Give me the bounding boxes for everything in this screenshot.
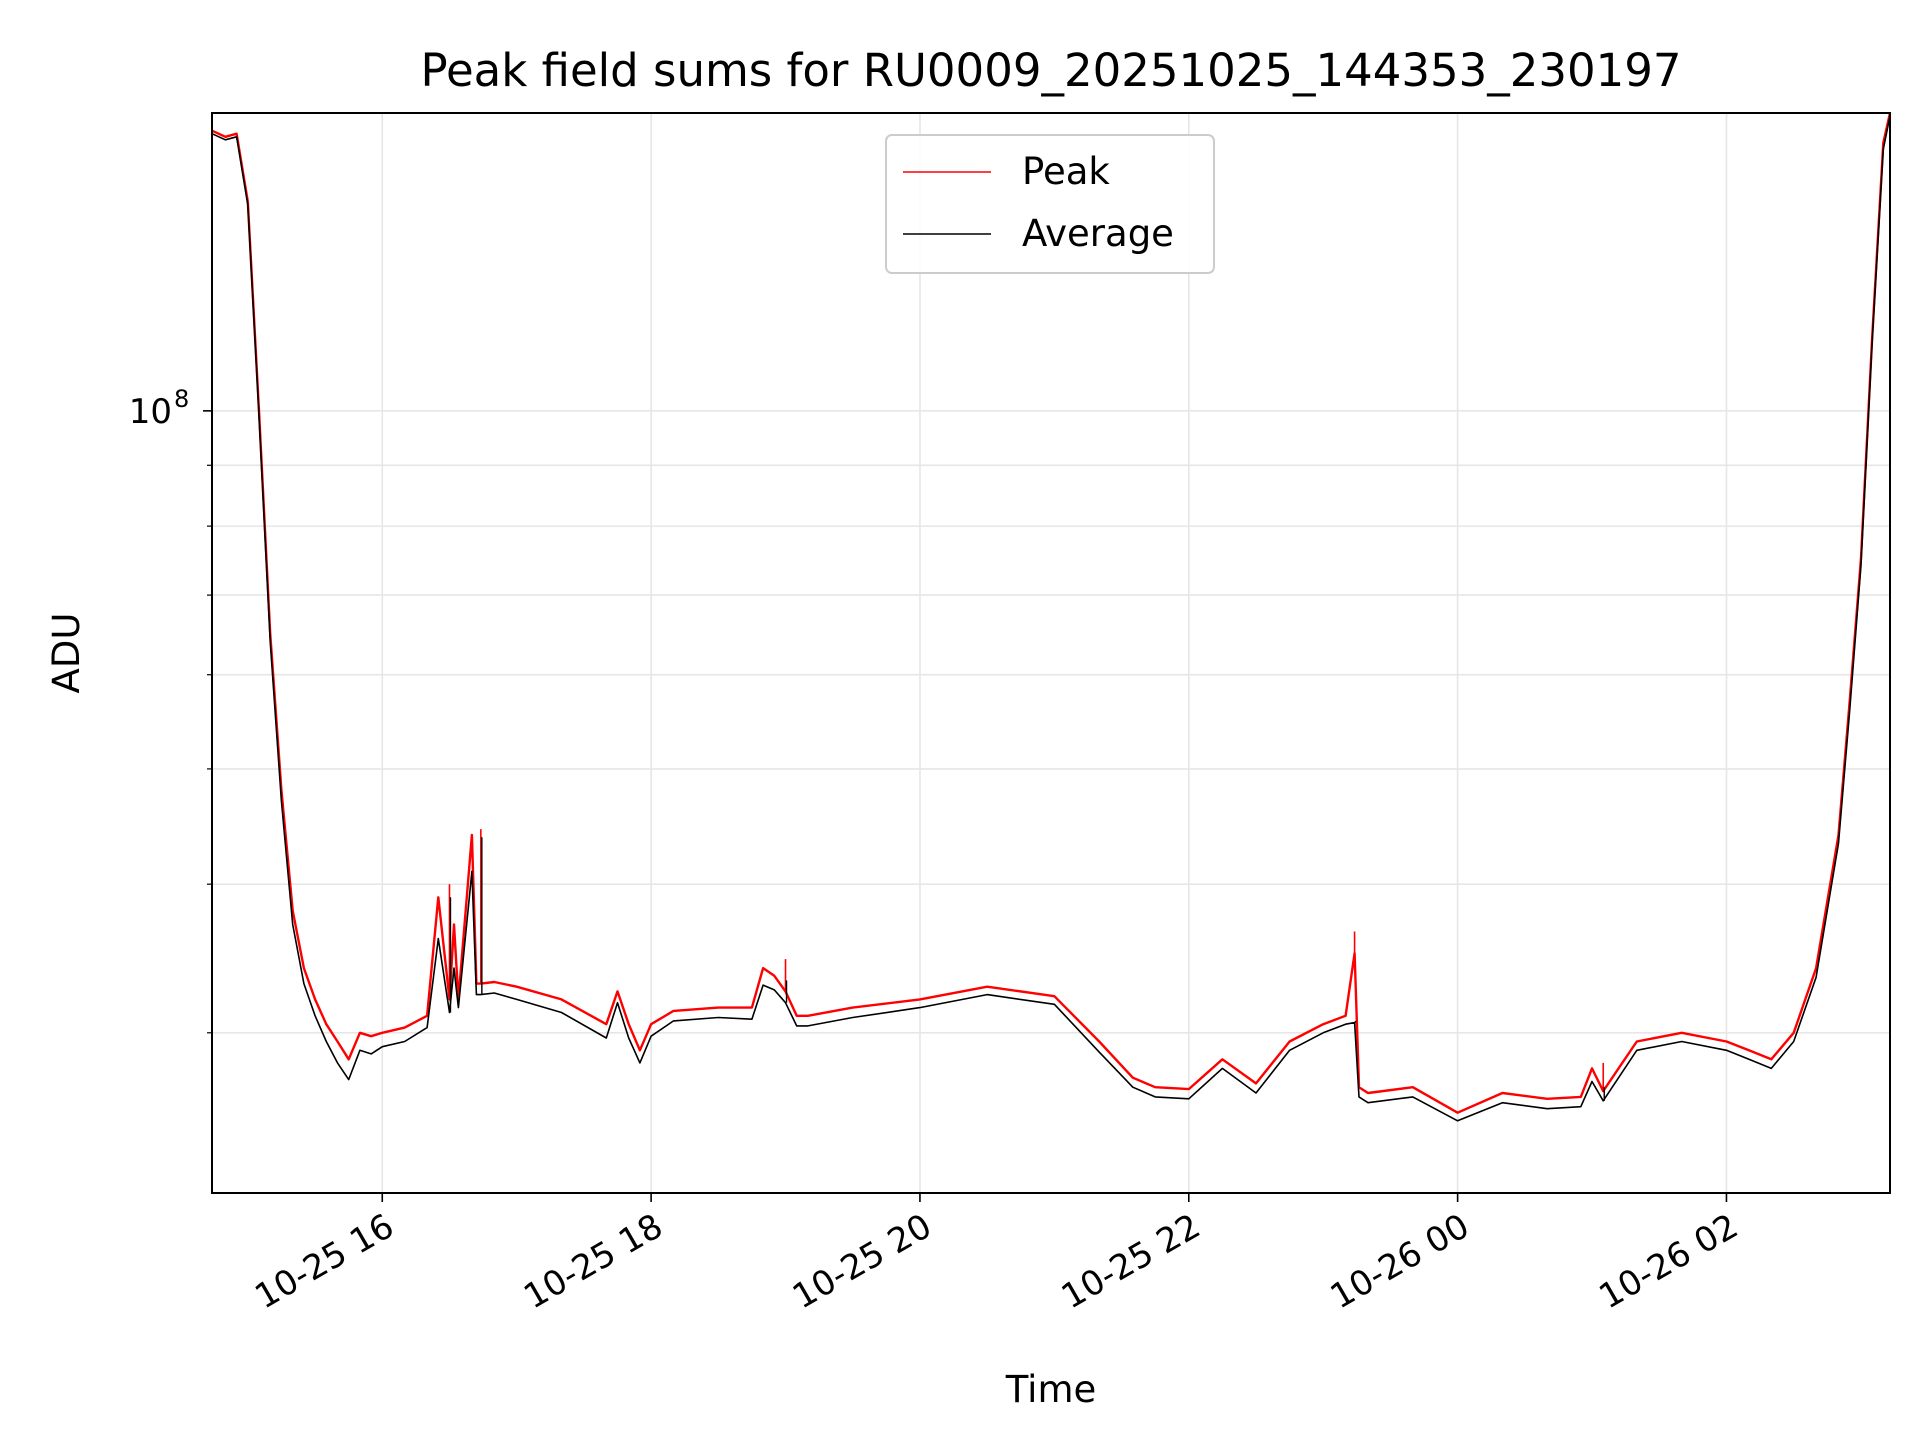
series-layer	[211, 112, 1892, 1122]
legend: Peak Average	[885, 134, 1215, 274]
plot-area-frame	[211, 112, 1891, 1194]
y-tick-label-exponent: 8	[174, 385, 189, 413]
y-tick-label: 10	[129, 392, 172, 432]
series-line-average	[211, 115, 1891, 1122]
x-axis-label: Time	[1005, 1368, 1097, 1411]
legend-label-peak: Peak	[1022, 150, 1110, 193]
grid-lines	[212, 113, 1890, 1193]
y-axis-label: ADU	[45, 613, 88, 694]
legend-box	[885, 134, 1215, 274]
legend-label-average: Average	[1022, 212, 1174, 255]
chart-title: Peak field sums for RU0009_20251025_1443…	[420, 44, 1681, 97]
